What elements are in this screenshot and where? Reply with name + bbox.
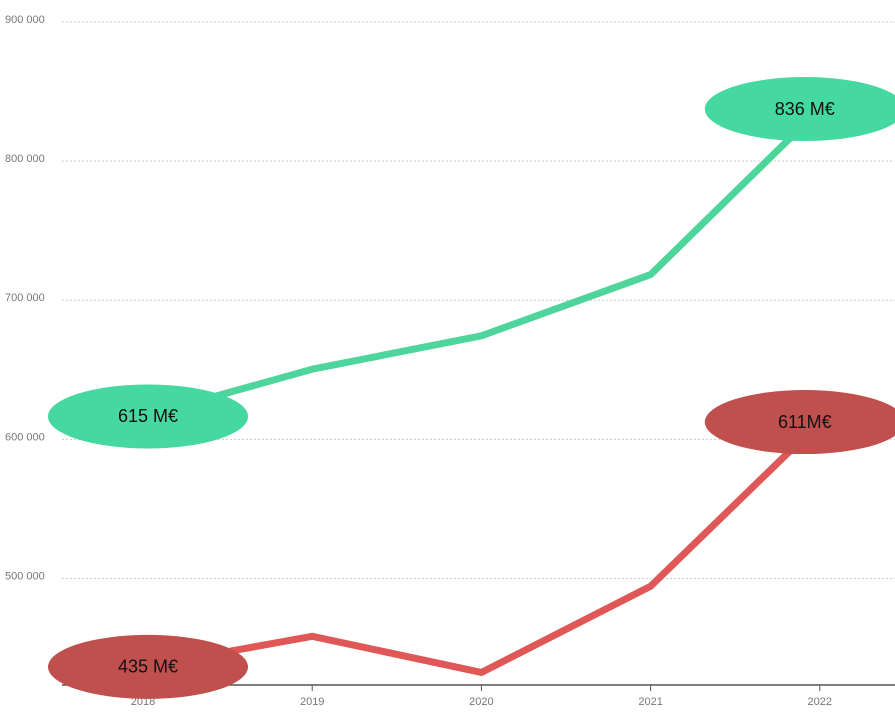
series-line — [142, 419, 823, 676]
value-label: 836 M€ — [775, 99, 835, 119]
y-tick-label: 800 000 — [5, 153, 45, 165]
y-tick-label: 900 000 — [5, 14, 45, 26]
value-label-bubble — [704, 77, 895, 142]
value-label-bubble — [704, 390, 895, 455]
x-tick-label: 2020 — [469, 696, 493, 708]
y-tick-label: 600 000 — [5, 431, 45, 443]
value-label: 615 M€ — [118, 406, 178, 426]
y-tick-label: 700 000 — [5, 292, 45, 304]
series-line — [142, 106, 823, 420]
value-label-bubble — [48, 384, 248, 449]
x-tick-label: 2022 — [808, 696, 832, 708]
value-label: 611M€ — [778, 412, 832, 432]
value-label: 435 M€ — [118, 657, 178, 677]
y-tick-label: 500 000 — [5, 570, 45, 582]
x-tick-label: 2019 — [300, 696, 324, 708]
value-label-bubble — [48, 634, 248, 699]
x-tick-label: 2021 — [638, 696, 662, 708]
